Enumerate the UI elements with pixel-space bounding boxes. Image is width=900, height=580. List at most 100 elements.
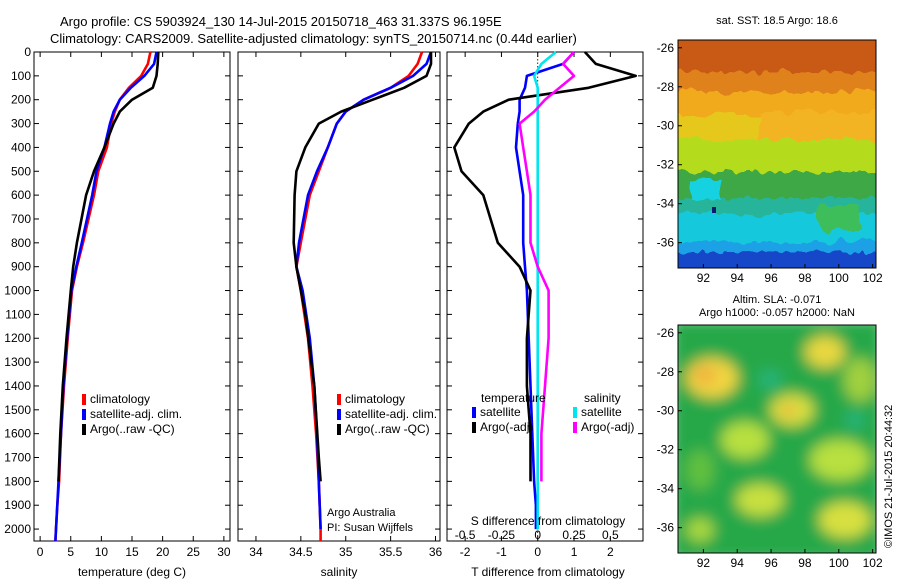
map-y-tick-label: -28 [657,80,675,94]
legend-swatch [82,409,86,420]
map-y-tick-label: -34 [657,197,675,211]
sla-heatmap [678,325,876,553]
y-tick-label: 100 [11,69,31,83]
map-x-tick-label: 94 [731,271,745,285]
series-line [57,51,160,482]
x-tick-label: 35.5 [379,545,403,559]
salinity-lines [292,51,433,541]
sla-map-panel: Altim. SLA: -0.071 Argo h1000: -0.057 h2… [657,294,883,570]
legend-label: satellite [480,405,521,419]
series-line [514,51,575,530]
y-tick-label: 0 [24,45,31,59]
legend-label: satellite-adj. clim. [345,407,437,421]
map-y-tick-label: -30 [657,404,675,418]
y-tick-label: 400 [11,140,31,154]
salinity-panel: 34 34.5 35 35.5 36 climatologysatellite-adj.… [237,51,443,579]
difference-xlabel: T difference from climatology [471,565,625,579]
legend-swatch [82,424,86,435]
y-tick-label: 1900 [4,498,31,512]
y-tick-label: 300 [11,117,31,131]
x-tick-label: -2 [460,545,471,559]
y-tick-label: 1100 [5,307,31,321]
legend-label: Argo(..raw -QC) [90,422,175,436]
map-x-tick-label: 98 [798,271,812,285]
legend-label: Argo(-adj) [480,420,533,434]
legend-swatch [472,407,476,418]
map-y-tick-label: -34 [657,482,675,496]
map-x-tick-label: 100 [829,556,849,570]
x-tick-label: 1 [571,545,578,559]
legend-swatch [337,409,341,420]
y-tick-label: 1700 [4,451,31,465]
x-tick-label: 0 [37,545,44,559]
sst-map-frame [677,39,877,269]
salinity-xlabel: salinity [321,565,358,579]
y-tick-label: 800 [11,236,31,250]
x-tick-label: 30 [217,545,231,559]
argo-location-marker [712,207,716,213]
difference-xlabel-top: S difference from climatology [471,514,626,528]
x-tick-label-top: -0.25 [488,528,516,542]
map-x-tick-label: 94 [731,556,745,570]
map-x-tick-label: 100 [829,271,849,285]
x-tick-label: 34 [249,545,263,559]
figure-title-line1: Argo profile: CS 5903924_130 14-Jul-2015… [60,14,502,29]
y-tick-label: 900 [11,260,31,274]
sst-heatmap [678,40,876,268]
y-tick-label: 500 [11,164,31,178]
sst-map-panel: sat. SST: 18.5 Argo: 18.6 92 94 96 98 100 102… [657,15,883,285]
y-tick-label: 1800 [4,474,31,488]
map-x-tick-label: 98 [798,556,812,570]
y-tick-label: 600 [11,188,31,202]
map-x-tick-label: 96 [764,556,778,570]
map-y-tick-label: -30 [657,119,675,133]
x-tick-label: 20 [156,545,170,559]
series-line [292,52,433,482]
salinity-axes-frame [237,51,441,542]
y-tick-label: 1400 [4,379,31,393]
legend-swatch [82,394,86,405]
legend-label: satellite-adj. clim. [90,407,182,421]
legend-swatch [472,422,476,433]
difference-panel: -2 -1 0 1 2-0.5 -0.25 0 0.25 0.5 temperaturesate… [446,50,644,579]
x-tick-label: 2 [607,545,614,559]
map-y-tick-label: -32 [657,158,675,172]
difference-axes-frame [446,51,644,542]
legend-label: Argo(..raw -QC) [345,422,430,436]
map-x-tick-label: 96 [764,271,778,285]
legend-label: climatology [90,392,150,406]
x-tick-label-top: 0.25 [562,528,586,542]
y-tick-label: 1300 [4,355,31,369]
salinity-annotation-institution: Argo Australia [327,507,396,519]
y-tick-label: 1000 [4,284,31,298]
temperature-panel: 0 5 10 15 20 25 300100200300400500600700800900… [4,45,231,579]
x-tick-label: 10 [95,545,109,559]
x-tick-label-top: -0.5 [455,528,476,542]
figure-title-line2: Climatology: CARS2009. Satellite-adjuste… [50,31,577,46]
temperature-lines [54,51,160,542]
x-tick-label: 36 [429,545,443,559]
map-y-tick-label: -26 [657,326,675,340]
legend-group-title: salinity [584,391,621,405]
difference-lines [452,50,638,530]
sst-map-ticks: 92 94 96 98 100 102 -26 -28 -30 -32 -34 -36 [657,41,883,285]
series-line [532,50,557,530]
map-y-tick-label: -36 [657,521,675,535]
x-tick-label: 15 [125,545,139,559]
salinity-annotation-pi: PI: Susan Wijffels [327,522,413,534]
map-x-tick-label: 102 [863,556,883,570]
x-tick-label: 34.5 [289,545,313,559]
legend-label: Argo(-adj) [581,420,634,434]
x-tick-label: 5 [67,545,74,559]
temperature-xlabel: temperature (deg C) [78,565,186,579]
y-tick-label: 2000 [4,522,31,536]
temperature-ticks: 0 5 10 15 20 25 300100200300400500600700800900… [4,45,231,559]
legend-swatch [337,424,341,435]
y-tick-label: 200 [11,93,31,107]
map-y-tick-label: -28 [657,365,675,379]
y-tick-label: 1200 [4,331,31,345]
sla-map-subtitle: Argo h1000: -0.057 h2000: NaN [699,307,855,319]
y-tick-label: 1600 [4,427,31,441]
